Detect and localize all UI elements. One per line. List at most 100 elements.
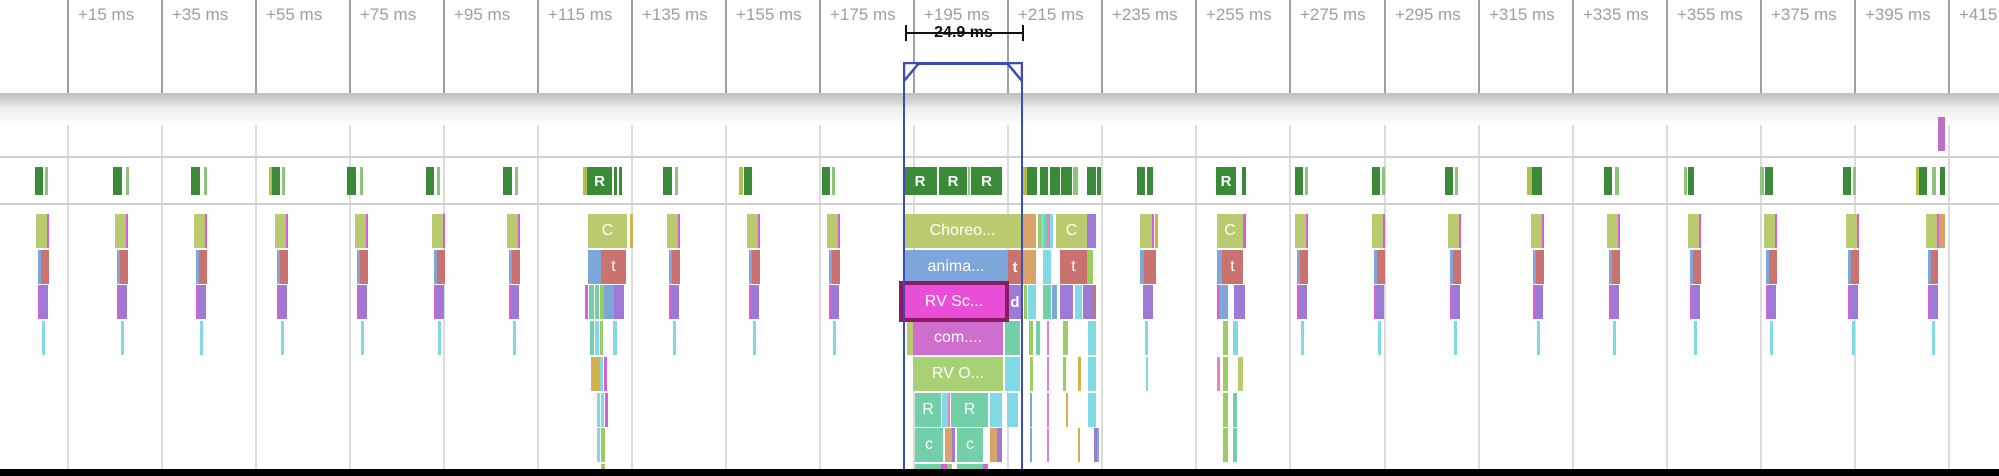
flame-event-bar[interactable]: R [951,393,988,427]
raster-event-bar[interactable] [1305,167,1308,195]
flame-event-bar[interactable]: com.... [913,321,1003,355]
overview-track[interactable] [0,108,1999,157]
raster-event-bar[interactable] [1087,167,1096,195]
flame-event-bar[interactable] [1043,285,1051,319]
flame-event-bar[interactable] [1087,250,1093,284]
raster-event-bar[interactable] [1242,167,1246,195]
flame-event-bar[interactable] [838,214,840,248]
flame-event-bar[interactable] [281,321,284,355]
flame-event-bar[interactable] [1770,321,1773,355]
flame-event-bar[interactable] [1140,250,1144,284]
raster-event-bar[interactable] [739,167,743,195]
flame-event-bar[interactable] [1699,214,1701,248]
raster-event-bar[interactable] [1372,167,1380,195]
flame-event-bar[interactable] [280,250,288,284]
raster-event-bar[interactable] [347,167,356,195]
flame-event-bar[interactable] [1052,285,1057,319]
flame-event-bar[interactable]: t [1222,250,1243,284]
flame-event-bar[interactable] [1848,285,1850,319]
flame-event-bar[interactable] [194,214,205,248]
flame-event-bar[interactable] [357,285,359,319]
raster-event-bar[interactable] [1932,167,1936,195]
raster-event-bar[interactable] [437,167,440,195]
flame-event-bar[interactable] [1690,250,1693,284]
flame-event-bar[interactable] [1454,321,1457,355]
flame-event-bar[interactable] [1377,250,1385,284]
flame-event-bar[interactable]: c [915,428,943,462]
flame-event-bar[interactable] [438,321,441,355]
raster-event-bar[interactable] [1916,167,1919,195]
flame-event-bar[interactable] [1144,250,1156,284]
flame-event-bar[interactable]: C [588,214,627,248]
flame-event-bar[interactable] [591,357,600,391]
raster-event-bar[interactable] [1919,167,1927,195]
raster-event-bar[interactable] [1684,167,1687,195]
flame-event-bar[interactable] [669,250,672,284]
flame-event-bar[interactable] [434,285,436,319]
flame-event-bar[interactable] [600,321,603,355]
flame-event-selected[interactable]: RV Sc... [899,281,1009,322]
raster-event-bar[interactable] [1061,167,1072,195]
raster-event-bar[interactable] [744,167,752,195]
flame-event-bar[interactable] [509,285,511,319]
flame-event-bar[interactable] [1223,357,1228,391]
flame-event-bar[interactable] [286,214,288,248]
flame-event-bar[interactable] [829,285,831,319]
flame-event-bar[interactable] [1928,285,1930,319]
flame-event-bar[interactable] [1690,285,1692,319]
flame-event-bar[interactable] [1306,214,1308,248]
flame-event-bar[interactable] [1038,214,1041,248]
flame-event-bar[interactable] [1937,214,1939,248]
flame-event-bar[interactable] [119,285,127,319]
flame-event-bar[interactable] [1450,285,1452,319]
flame-event-bar[interactable]: R [915,393,941,427]
flame-event-bar[interactable] [1047,214,1050,248]
flame-event-bar[interactable] [751,285,759,319]
flame-event-bar[interactable] [600,357,603,391]
flame-event-bar[interactable] [357,250,360,284]
raster-event-bar[interactable] [968,167,970,195]
flame-event-bar[interactable] [1145,321,1148,355]
flame-event-bar[interactable] [1450,250,1453,284]
flame-event-bar[interactable] [434,250,437,284]
flame-event-bar[interactable] [1047,357,1049,391]
flame-event-bar[interactable] [1295,214,1306,248]
flame-event-bar[interactable] [1007,393,1018,427]
flame-event-bar[interactable]: t [1008,250,1022,284]
flame-event-bar[interactable] [512,250,520,284]
raster-event-bar[interactable] [1604,167,1612,195]
flame-event-bar[interactable]: C [1217,214,1243,248]
flame-event-bar[interactable] [1376,285,1384,319]
flame-event-bar[interactable] [588,250,601,284]
flame-event-bar[interactable]: c [957,428,983,462]
flame-event-bar[interactable] [1050,214,1053,248]
flame-event-bar[interactable] [601,428,605,462]
flame-event-bar[interactable] [1093,285,1096,319]
flame-event-bar[interactable] [436,285,444,319]
flame-event-bar[interactable] [1613,321,1616,355]
flame-event-bar[interactable] [1024,285,1027,319]
raster-event-bar[interactable] [619,167,622,195]
flame-event-bar[interactable] [752,250,760,284]
flame-event-bar[interactable] [1766,250,1769,284]
selection-top-bar[interactable] [903,62,1023,65]
flame-event-bar[interactable] [1848,250,1851,284]
flame-event-bar[interactable] [1692,285,1700,319]
raster-event-bar[interactable] [1615,167,1619,195]
raster-event-bar[interactable] [282,167,285,195]
flame-event-bar[interactable] [1005,357,1020,391]
flame-event-bar[interactable] [630,214,633,248]
flame-event-bar[interactable] [1374,285,1376,319]
flame-event-bar[interactable] [990,428,997,462]
flame-event-bar[interactable] [1694,321,1697,355]
flame-event-bar[interactable] [1930,285,1938,319]
flame-event-bar[interactable] [678,214,680,248]
raster-event-bar[interactable] [675,167,678,195]
flame-event-bar[interactable] [47,214,49,248]
flame-event-bar[interactable] [277,250,280,284]
flame-event-bar[interactable] [1023,250,1036,284]
flame-event-bar[interactable]: C [1056,214,1087,248]
flame-event-bar[interactable] [669,285,671,319]
